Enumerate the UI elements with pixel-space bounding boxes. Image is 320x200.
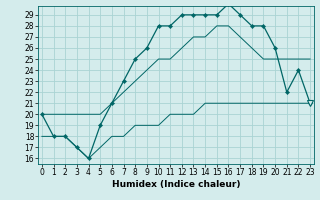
X-axis label: Humidex (Indice chaleur): Humidex (Indice chaleur) — [112, 180, 240, 189]
